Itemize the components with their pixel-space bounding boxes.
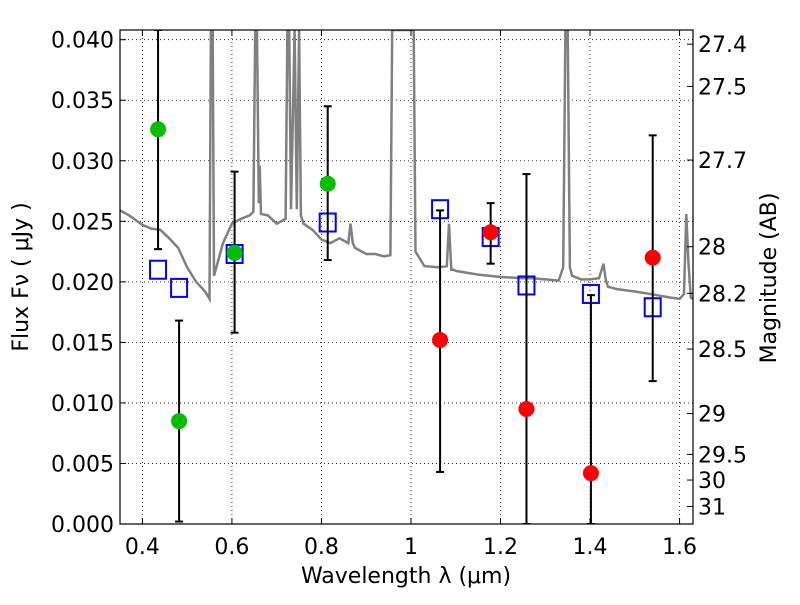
y-tick-label: 0.035 [51,89,114,114]
axis-ticks: 0.4 0.6 0.8 1 1.2 1.4 1.6 0.000 0.005 0.010 0.015 0… [51,29,747,560]
plot-frame [119,29,694,525]
magnitude-tick-label: 27.4 [698,33,747,58]
x-tick-label: 0.4 [125,535,160,560]
x-tick-label: 1.4 [573,535,608,560]
x-tick-label: 1 [404,535,418,560]
grid-lines [120,30,693,525]
magnitude-tick-label: 28.2 [698,282,747,307]
magnitude-tick-label: 27.7 [698,149,747,174]
y-tick-label: 0.005 [51,452,114,477]
x-axis-title: Wavelength λ (μm) [301,564,511,589]
photometry-point [644,249,661,266]
magnitude-tick-label: 31 [698,495,726,520]
y-tick-label: 0.020 [51,271,114,296]
photometry-point [582,465,599,482]
model-flux-square [170,277,189,298]
magnitude-tick-label: 27.5 [698,75,747,100]
plot-series [120,30,693,524]
photometry-point [482,224,499,241]
y-axis-right-title: Magnitude (AB) [757,193,782,364]
photometry-point [171,413,188,430]
model-flux-square [149,259,168,280]
x-tick-label: 0.8 [304,535,339,560]
magnitude-tick-label: 30 [698,469,726,494]
y-tick-label: 0.015 [51,331,114,356]
photometry-point [226,244,243,261]
model-spectrum-line [120,30,693,304]
y-tick-label: 0.010 [51,392,114,417]
magnitude-tick-label: 28 [698,236,726,261]
magnitude-tick-label: 29 [698,403,726,428]
x-tick-label: 1.2 [483,535,518,560]
photometry-point [150,121,167,138]
photometry-point [518,400,535,417]
photometry-point [432,331,449,348]
y-axis-title: Flux Fν ( μJy ) [9,202,34,351]
magnitude-tick-label: 29.5 [698,443,747,468]
y-tick-label: 0.030 [51,150,114,175]
magnitude-tick-label: 28.5 [698,338,747,363]
y-tick-label: 0.000 [51,513,114,538]
x-tick-label: 1.6 [662,535,697,560]
x-tick-label: 0.6 [214,535,249,560]
y-tick-label: 0.040 [51,29,114,54]
photometry-point [319,175,336,192]
y-tick-label: 0.025 [51,210,114,235]
